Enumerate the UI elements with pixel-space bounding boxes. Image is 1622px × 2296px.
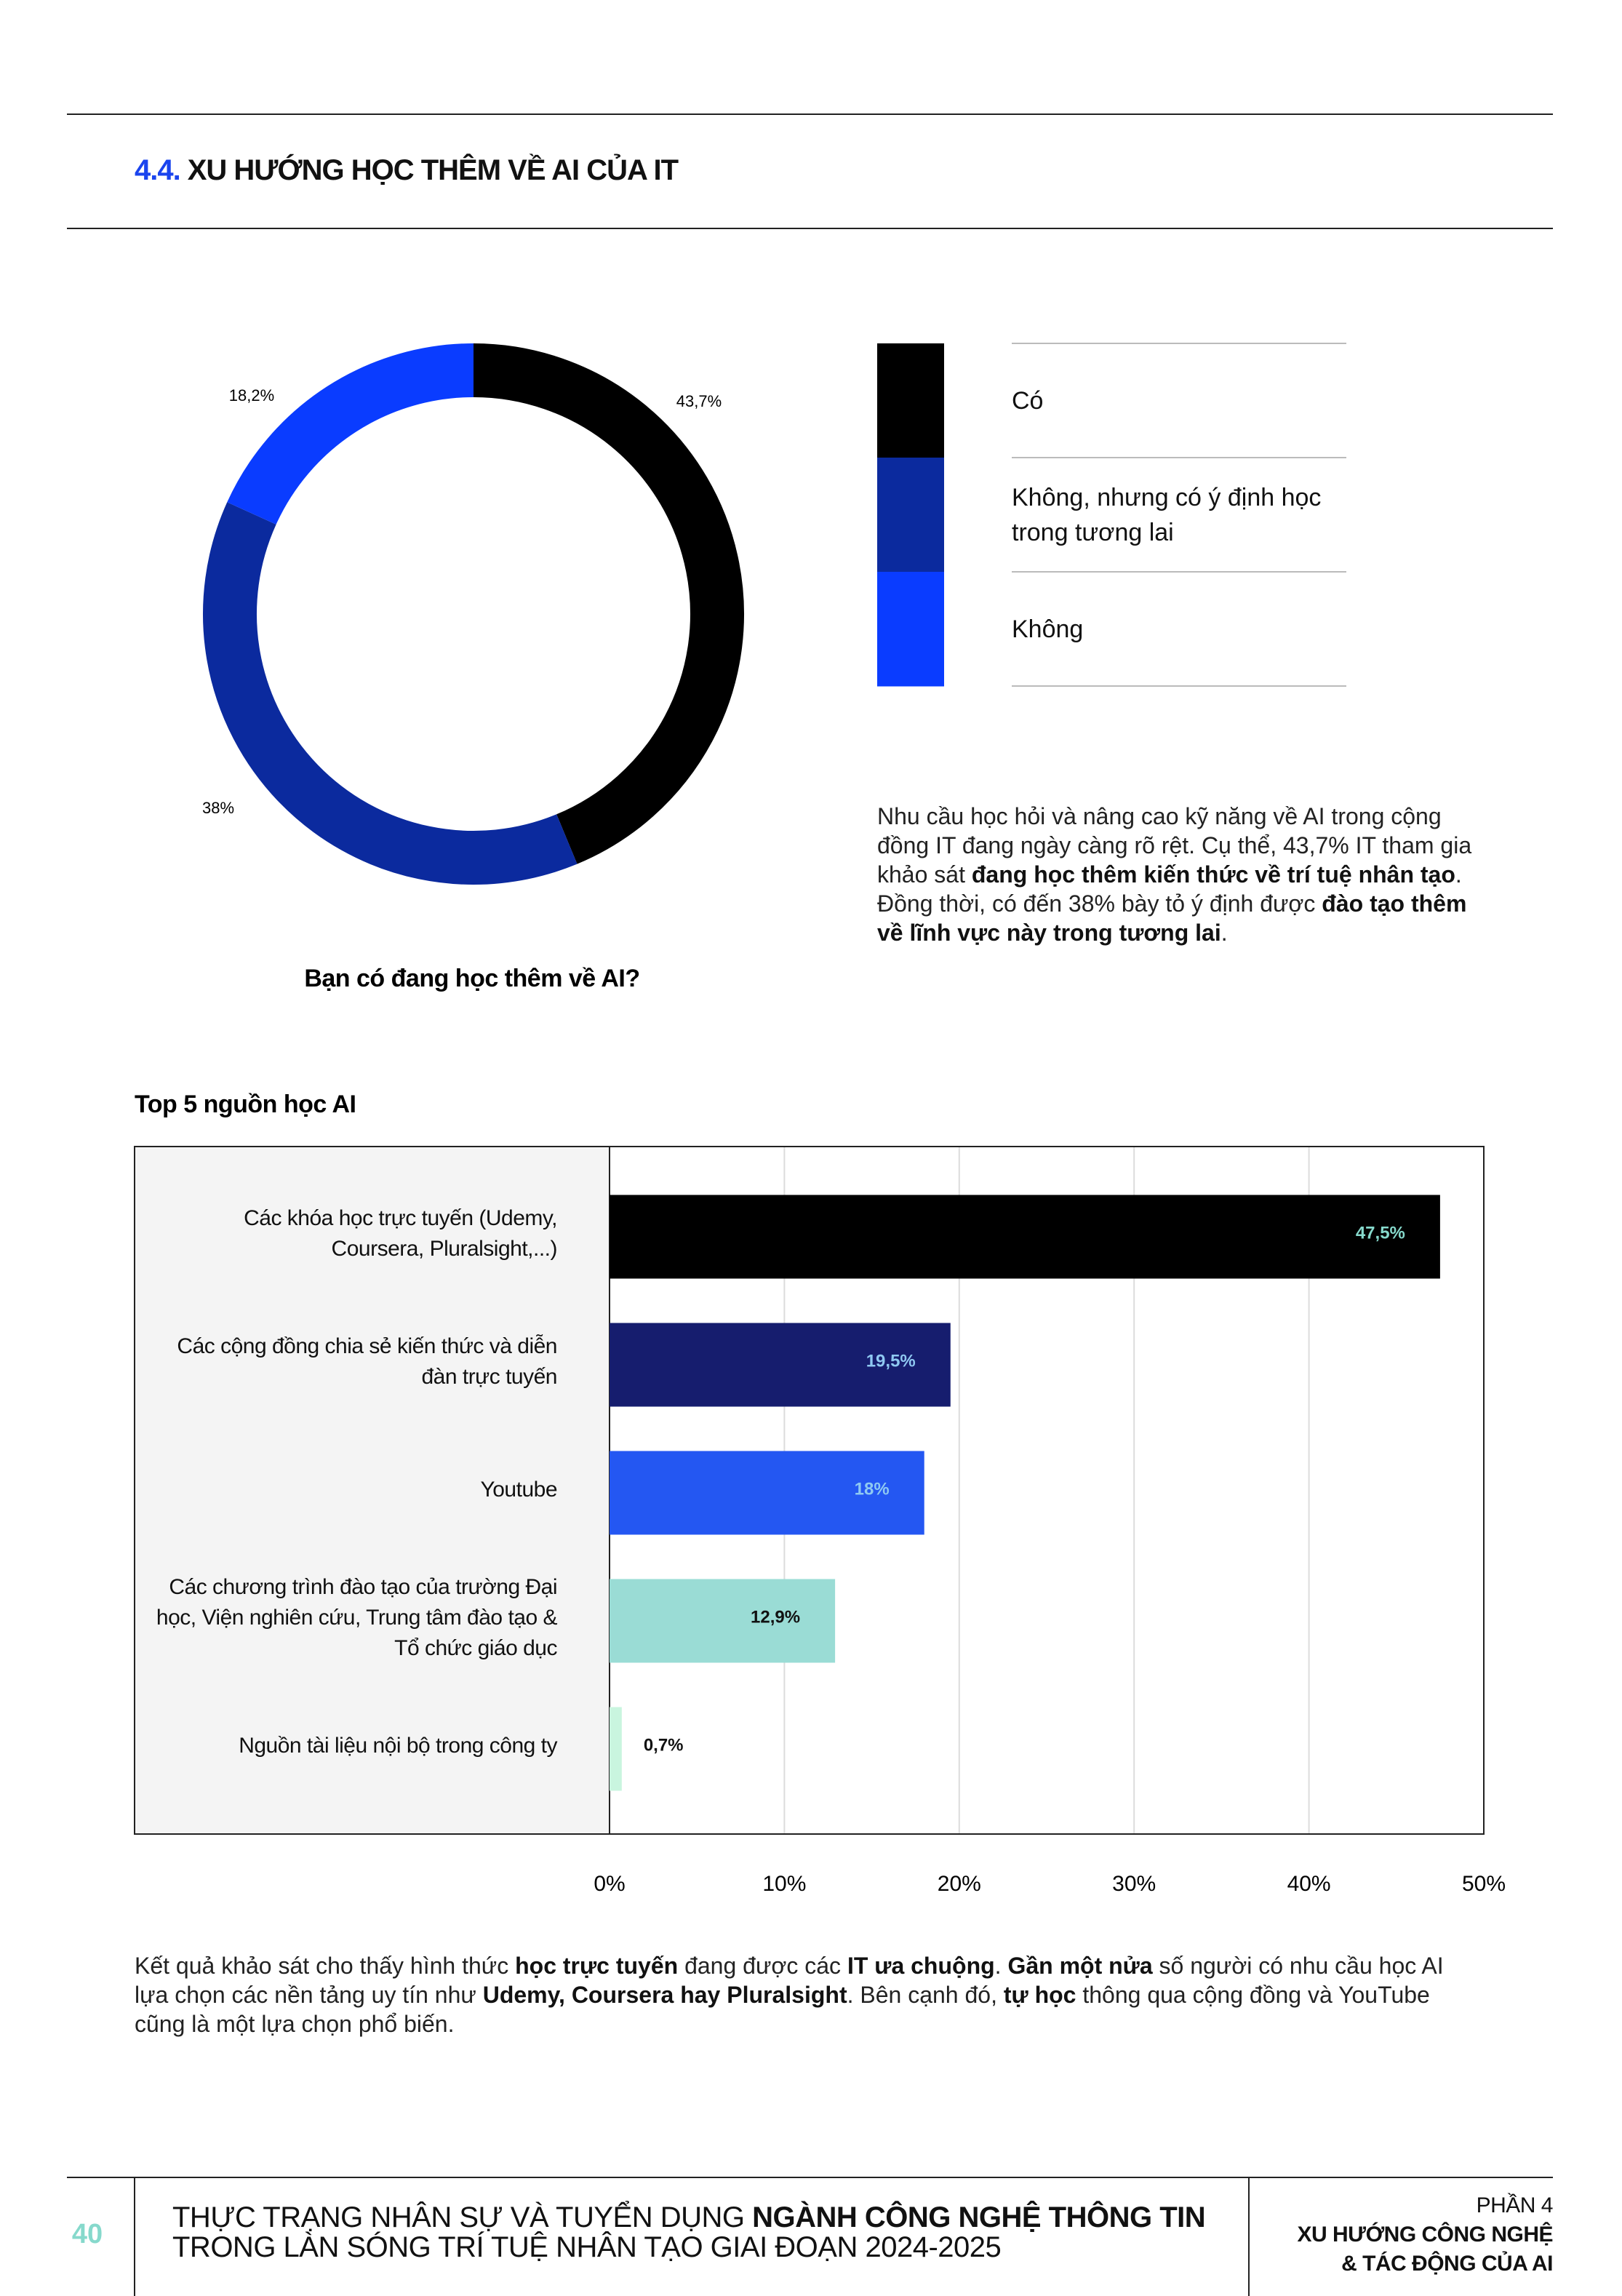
text-run: NGÀNH CÔNG NGHỆ THÔNG TIN bbox=[752, 2201, 1206, 2233]
footer-title-line: TRONG LÀN SÓNG TRÍ TUỆ NHÂN TẠO GIAI ĐOẠ… bbox=[172, 2233, 1205, 2263]
data-label: 18,2% bbox=[229, 386, 274, 404]
text-run: đang học thêm kiến thức về trí tuệ nhân … bbox=[971, 861, 1455, 888]
legend-swatch bbox=[877, 343, 944, 458]
marks: 43,7% 38% 18,2% 47,5% 19,5% 18% 12,9% 0,7% bbox=[202, 343, 1440, 1791]
donut-segment bbox=[203, 502, 578, 885]
category-label: Các chương trình đào tạo của trường Đại … bbox=[156, 1575, 558, 1660]
part-number: PHẦN 4 bbox=[1476, 2193, 1554, 2217]
bar bbox=[610, 1579, 836, 1663]
text-run: Nhu cầu học hỏi và nâng cao kỹ năng về A… bbox=[877, 803, 1472, 888]
footer-part: PHẦN 4 XU HƯỚNG CÔNG NGHỆ & TÁC ĐỘNG CỦA A… bbox=[1298, 2191, 1554, 2279]
legend-label: Có bbox=[1012, 386, 1044, 415]
footer-title-line: THỰC TRẠNG NHÂN SỰ VÀ TUYỂN DỤNG NGÀNH C… bbox=[172, 2201, 1206, 2233]
chart-frame bbox=[134, 1146, 1485, 1835]
data-label: 43,7% bbox=[676, 392, 722, 410]
text-run: số người có nhu cầu học AI lựa chọn các … bbox=[135, 1953, 1444, 2008]
text-run: Gần một nửa bbox=[1007, 1953, 1153, 1979]
text-run: đang được các bbox=[678, 1953, 847, 1979]
text-run: . Đồng thời, có đến 38% bày tỏ ý định đư… bbox=[877, 861, 1462, 917]
donut-caption: Bạn có đang học thêm về AI? bbox=[304, 965, 639, 992]
paragraph: Nhu cầu học hỏi và nâng cao kỹ năng về A… bbox=[877, 802, 1474, 947]
text-run: THỰC TRẠNG NHÂN SỰ VÀ TUYỂN DỤNG bbox=[172, 2201, 753, 2233]
x-tick-label: 10% bbox=[762, 1872, 806, 1896]
page-number: 40 bbox=[72, 2219, 103, 2249]
x-tick-label: 20% bbox=[938, 1872, 981, 1896]
text-run: học trực tuyến bbox=[515, 1953, 679, 1979]
text-run: Udemy, Coursera hay Pluralsight bbox=[482, 1982, 847, 2008]
data-label: 18% bbox=[855, 1479, 890, 1499]
legend-label: Không, nhưng có ý định học trong tương l… bbox=[1012, 483, 1322, 546]
category-label: Các cộng đồng chia sẻ kiến thức và diễn … bbox=[177, 1334, 557, 1389]
text-run: IT ưa chuộng bbox=[847, 1953, 995, 1979]
text-run: . bbox=[1221, 920, 1228, 946]
donut-segment bbox=[227, 343, 474, 525]
text-run: . Bên cạnh đó, bbox=[847, 1982, 1004, 2008]
text-run: Kết quả khảo sát cho thấy hình thức bbox=[135, 1953, 516, 1979]
x-tick-label: 50% bbox=[1462, 1872, 1506, 1896]
x-tick-label: 40% bbox=[1287, 1872, 1331, 1896]
text-run: TRONG LÀN SÓNG TRÍ TUỆ NHÂN TẠO GIAI ĐOẠ… bbox=[172, 2231, 1002, 2263]
section-title: 4.4. XU HƯỚNG HỌC THÊM VỀ AI CỦA IT bbox=[135, 154, 679, 187]
category-label: Youtube bbox=[480, 1478, 557, 1502]
category-label: Nguồn tài liệu nội bộ trong công ty bbox=[239, 1734, 557, 1758]
section-number: 4.4. bbox=[135, 154, 181, 186]
bar-chart-title: Top 5 nguồn học AI bbox=[135, 1091, 356, 1118]
label-panel bbox=[135, 1147, 610, 1834]
x-tick-label: 30% bbox=[1112, 1872, 1156, 1896]
legend-swatch bbox=[877, 458, 944, 573]
legend-label: Không bbox=[1012, 615, 1084, 643]
legend-swatch bbox=[877, 572, 944, 687]
paragraph: Kết quả khảo sát cho thấy hình thức học … bbox=[135, 1951, 1466, 2038]
part-title: & TÁC ĐỘNG CỦA AI bbox=[1341, 2252, 1553, 2276]
bar bbox=[610, 1323, 951, 1407]
text-run: thông qua cộng đồng và YouTube cũng là m… bbox=[135, 1982, 1430, 2037]
category-label: Các khóa học trực tuyến (Udemy, Coursera… bbox=[244, 1206, 557, 1261]
data-label: 12,9% bbox=[751, 1607, 800, 1627]
data-label: 0,7% bbox=[644, 1735, 684, 1755]
bar bbox=[610, 1451, 924, 1535]
text-run: . bbox=[994, 1953, 1008, 1979]
text-run: đào tạo thêm về lĩnh vực này trong tương… bbox=[877, 890, 1467, 946]
section-heading: XU HƯỚNG HỌC THÊM VỀ AI CỦA IT bbox=[187, 154, 679, 186]
bar bbox=[610, 1707, 622, 1791]
data-label: 47,5% bbox=[1356, 1223, 1405, 1243]
x-tick-label: 0% bbox=[594, 1872, 625, 1896]
bar bbox=[610, 1195, 1440, 1279]
part-title: XU HƯỚNG CÔNG NGHỆ bbox=[1297, 2223, 1554, 2247]
data-label: 38% bbox=[202, 799, 234, 817]
data-label: 19,5% bbox=[866, 1351, 916, 1371]
footer-title: THỰC TRẠNG NHÂN SỰ VÀ TUYỂN DỤNG NGÀNH C… bbox=[172, 2201, 1206, 2263]
text-run: tự học bbox=[1003, 1982, 1076, 2008]
donut-segment bbox=[473, 343, 744, 864]
